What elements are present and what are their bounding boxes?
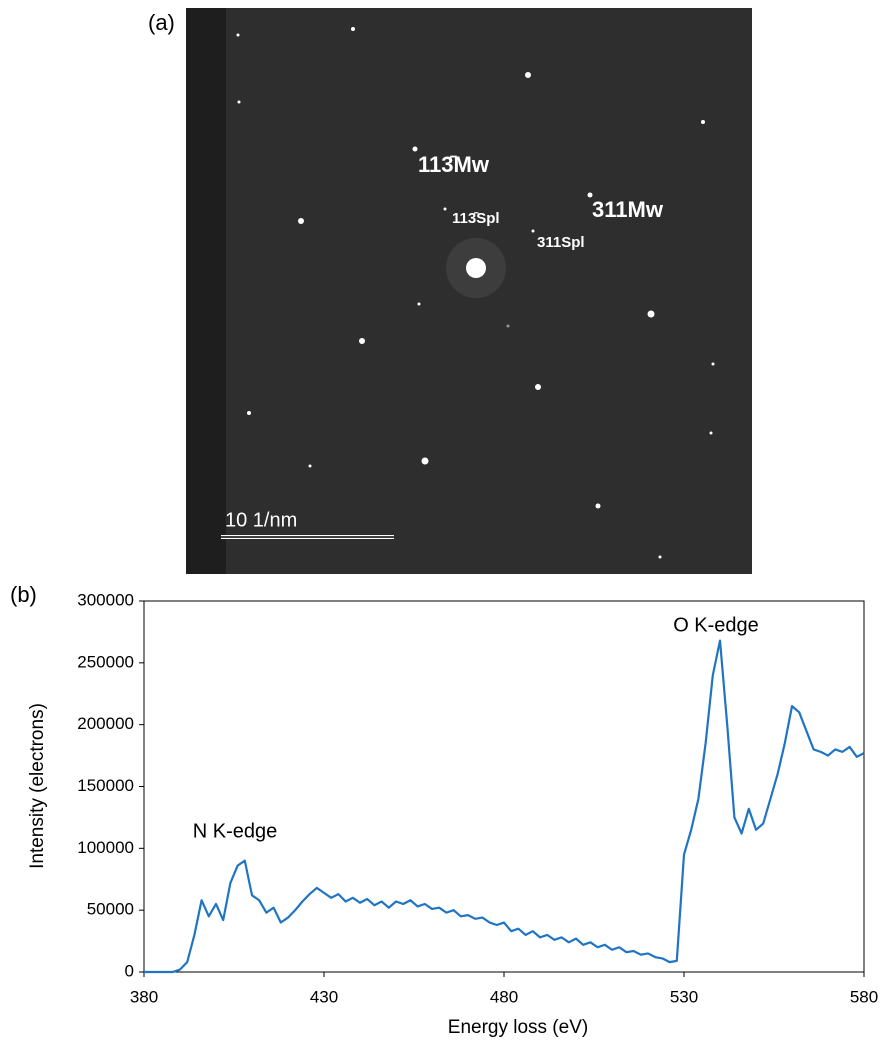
y-tick-label: 300000 [77,590,134,609]
y-tick-label: 100000 [77,838,134,857]
x-tick-label: 530 [670,987,698,1006]
annotation: O K-edge [673,614,759,636]
annotation: N K-edge [193,820,278,842]
y-tick-label: 0 [125,961,134,980]
annotation: 311Spl [537,234,585,251]
image-shade [186,8,226,574]
x-axis-title: Energy loss (eV) [448,1017,588,1038]
scale-bar-label: 10 1/nm [225,509,297,531]
y-axis-title: Intensity (electrons) [27,703,48,869]
central-spot [466,258,486,278]
y-tick-label: 150000 [77,776,134,795]
spectrum-line [144,641,864,972]
plot-frame [144,601,864,972]
annotation: 311Mw [592,197,664,222]
x-tick-label: 580 [850,987,878,1006]
annotation: 113̄Spl [452,210,500,227]
figure: 10 1/nm 113̄Mw 113̄Spl 311Mw 311Spl (a) … [0,0,880,1043]
panel-label: (b) [10,582,37,607]
x-tick-label: 480 [490,987,518,1006]
x-tick-label: 430 [310,987,338,1006]
y-tick-label: 250000 [77,652,134,671]
panel-label: (a) [148,10,175,35]
y-tick-label: 200000 [77,714,134,733]
x-tick-label: 380 [130,987,158,1006]
annotation: 113̄Mw [418,152,490,177]
y-tick-label: 50000 [87,900,134,919]
diffraction-image: 10 1/nm 113̄Mw 113̄Spl 311Mw 311Spl [186,8,752,574]
